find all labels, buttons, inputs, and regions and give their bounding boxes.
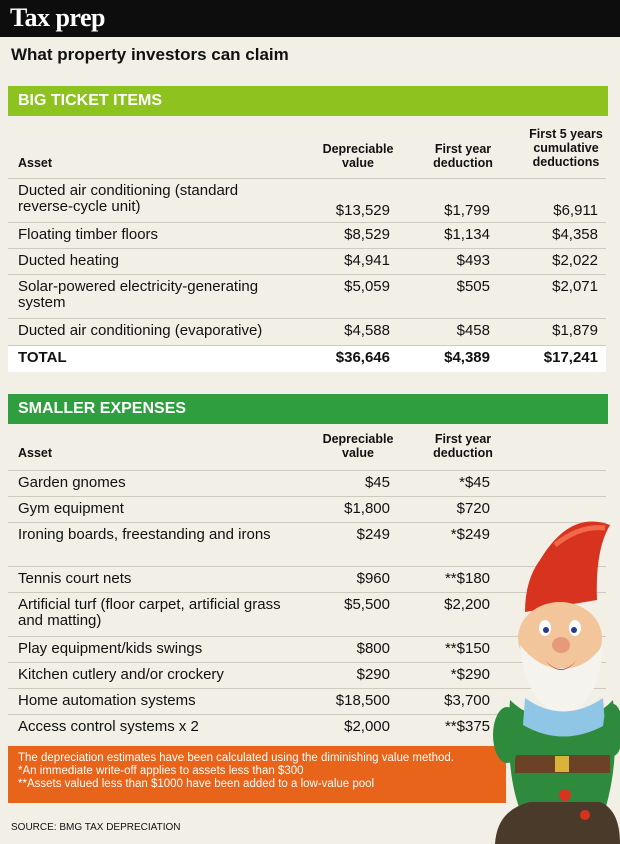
first-year-deduction: **$180 [444,570,490,587]
page-title: Tax prep [10,3,106,32]
depreciable-value: $249 [356,526,390,543]
first-year-deduction: *$290 [450,666,490,683]
depreciable-value: $290 [356,666,390,683]
total-first-year-deduction: $4,389 [444,349,490,366]
depreciable-value: $18,500 [335,692,390,709]
page-subtitle: What property investors can claim [11,45,289,64]
total-depreciable-value: $36,646 [335,349,390,366]
table-row: Ducted air conditioning (standard revers… [8,178,606,221]
depreciable-value: $13,529 [335,202,390,219]
first-year-deduction: $1,134 [444,226,490,243]
depreciable-value: $5,500 [344,596,390,613]
asset-name: Solar-powered electricity-generating sys… [18,278,259,311]
total-five-year-deduction: $17,241 [543,349,598,366]
big-ticket-band: BIG TICKET ITEMS [8,86,608,116]
col-asset-big: Asset [18,156,53,170]
five-year-deduction: $4,358 [552,226,598,243]
garden-gnome-image [493,521,620,844]
depreciable-value: $1,800 [344,500,390,517]
table-row: Access control systems x 2 $2,000 **$375 [8,714,606,743]
first-year-deduction: **$150 [444,640,490,657]
col-asset-small: Asset [18,446,53,460]
table-row: Tennis court nets $960 **$180 [8,566,606,593]
asset-name: Ironing boards, freestanding and irons [18,526,271,543]
col-depreciable-big: Depreciable value [322,142,394,170]
col-depreciable-small: Depreciable value [322,432,394,460]
depreciable-value: $800 [356,640,390,657]
first-year-deduction: $2,200 [444,596,490,613]
depreciable-value: $4,588 [344,322,390,339]
depreciable-value: $960 [356,570,390,587]
first-year-deduction: *$249 [450,526,490,543]
five-year-deduction: $2,071 [552,278,598,295]
table-row: Gym equipment $1,800 $720 [8,496,606,523]
table-row: Solar-powered electricity-generating sys… [8,274,606,317]
asset-name: Floating timber floors [18,226,159,243]
first-year-deduction: *$45 [459,474,490,491]
asset-name: Ducted air conditioning (evaporative) [18,322,263,339]
total-label: TOTAL [18,349,67,366]
first-year-deduction: $458 [456,322,490,339]
asset-name: Artificial turf (floor carpet, artificia… [18,596,281,629]
note-write-off: *An immediate write-off applies to asset… [18,765,304,777]
depreciable-value: $5,059 [344,278,390,295]
asset-name: Access control systems x 2 [18,718,199,735]
first-year-deduction: $720 [456,500,490,517]
table-row: Kitchen cutlery and/or crockery $290 *$2… [8,662,606,689]
table-row: Floating timber floors $8,529 $1,134 $4,… [8,222,606,249]
smaller-expenses-band: SMALLER EXPENSES [8,394,608,424]
first-year-deduction: $1,799 [444,202,490,219]
depreciable-value: $2,000 [344,718,390,735]
table-row: Ducted air conditioning (evaporative) $4… [8,318,606,345]
first-year-deduction: $493 [456,252,490,269]
col-fiveyear-big: First 5 years cumulative deductions [529,127,603,169]
notes-box: The depreciation estimates have been cal… [8,746,506,803]
asset-name: Gym equipment [18,500,124,517]
col-firstyear-big: First year deduction [433,142,493,170]
asset-name: Play equipment/kids swings [18,640,203,657]
col-firstyear-small: First year deduction [433,432,493,460]
asset-name: Ducted heating [18,252,119,269]
asset-name: Tennis court nets [18,570,132,587]
depreciable-value: $8,529 [344,226,390,243]
first-year-deduction: $505 [456,278,490,295]
depreciable-value: $4,941 [344,252,390,269]
five-year-deduction: $1,879 [552,322,598,339]
asset-name: Garden gnomes [18,474,126,491]
asset-name: Home automation systems [18,692,196,709]
total-row: TOTAL $36,646 $4,389 $17,241 [8,345,606,372]
note-low-value-pool: **Assets valued less than $1000 have bee… [18,778,375,790]
table-row: Ironing boards, freestanding and irons $… [8,522,606,565]
note-method: The depreciation estimates have been cal… [18,752,454,764]
first-year-deduction: **$375 [444,718,490,735]
asset-name: Ducted air conditioning (standard revers… [18,182,239,215]
table-row: Garden gnomes $45 *$45 [8,470,606,497]
first-year-deduction: $3,700 [444,692,490,709]
header-bar: Tax prep [0,0,620,37]
source-credit: SOURCE: BMG TAX DEPRECIATION [11,822,181,833]
asset-name: Kitchen cutlery and/or crockery [18,666,224,683]
table-row: Home automation systems $18,500 $3,700 [8,688,606,715]
five-year-deduction: $2,022 [552,252,598,269]
table-row: Artificial turf (floor carpet, artificia… [8,592,606,635]
depreciable-value: $45 [364,474,390,491]
table-row: Play equipment/kids swings $800 **$150 [8,636,606,663]
five-year-deduction: $6,911 [553,202,598,219]
table-row: Ducted heating $4,941 $493 $2,022 [8,248,606,275]
